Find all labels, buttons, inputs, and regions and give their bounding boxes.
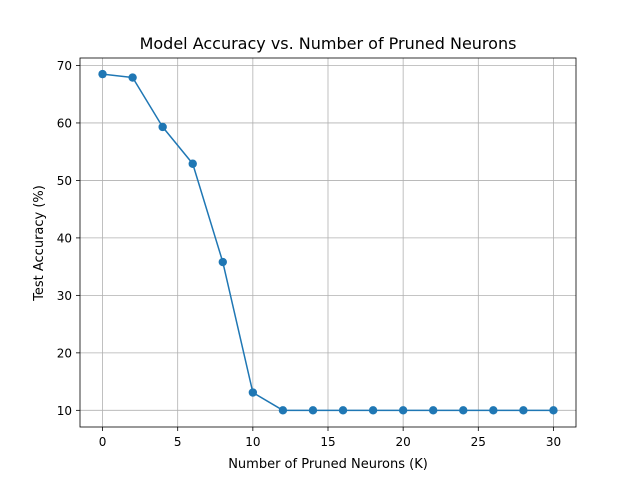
data-point — [368, 406, 378, 415]
x-tick-label: 0 — [99, 435, 107, 449]
data-point — [459, 406, 468, 415]
data-point — [549, 406, 558, 415]
grid — [80, 58, 576, 427]
x-axis-label: Number of Pruned Neurons (K) — [228, 457, 428, 472]
data-point — [429, 406, 438, 415]
y-tick-label: 10 — [57, 404, 72, 418]
y-axis-label: Test Accuracy (%) — [32, 185, 47, 302]
data-point — [308, 406, 318, 415]
data-point — [98, 69, 107, 79]
y-tick-label: 70 — [57, 59, 72, 73]
data-point — [519, 406, 528, 415]
y-tick-label: 60 — [57, 116, 72, 130]
data-point — [278, 406, 288, 415]
y-tick-label: 20 — [57, 346, 72, 360]
series-line — [102, 73, 554, 412]
y-tick-label: 40 — [57, 231, 72, 245]
data-point — [218, 257, 227, 267]
data-point — [158, 122, 167, 132]
x-tick-label: 30 — [546, 435, 561, 449]
series-layer — [98, 69, 558, 415]
x-tick-label: 15 — [320, 435, 335, 449]
x-tick-label: 5 — [174, 435, 182, 449]
data-point — [248, 388, 258, 397]
y-tick-label: 50 — [57, 174, 72, 188]
chart-title: Model Accuracy vs. Number of Pruned Neur… — [140, 34, 517, 53]
data-point — [128, 73, 137, 82]
x-tick-label: 10 — [245, 435, 260, 449]
x-tick-label: 25 — [471, 435, 486, 449]
data-point — [489, 406, 498, 415]
axes: 0 5 10 15 20 25 30 10 20 30 40 50 60 70 — [57, 57, 577, 449]
y-tick-label: 30 — [57, 289, 72, 303]
data-point — [338, 406, 348, 415]
x-tick-label: 20 — [396, 435, 411, 449]
data-point — [188, 159, 197, 168]
data-point — [398, 406, 408, 415]
